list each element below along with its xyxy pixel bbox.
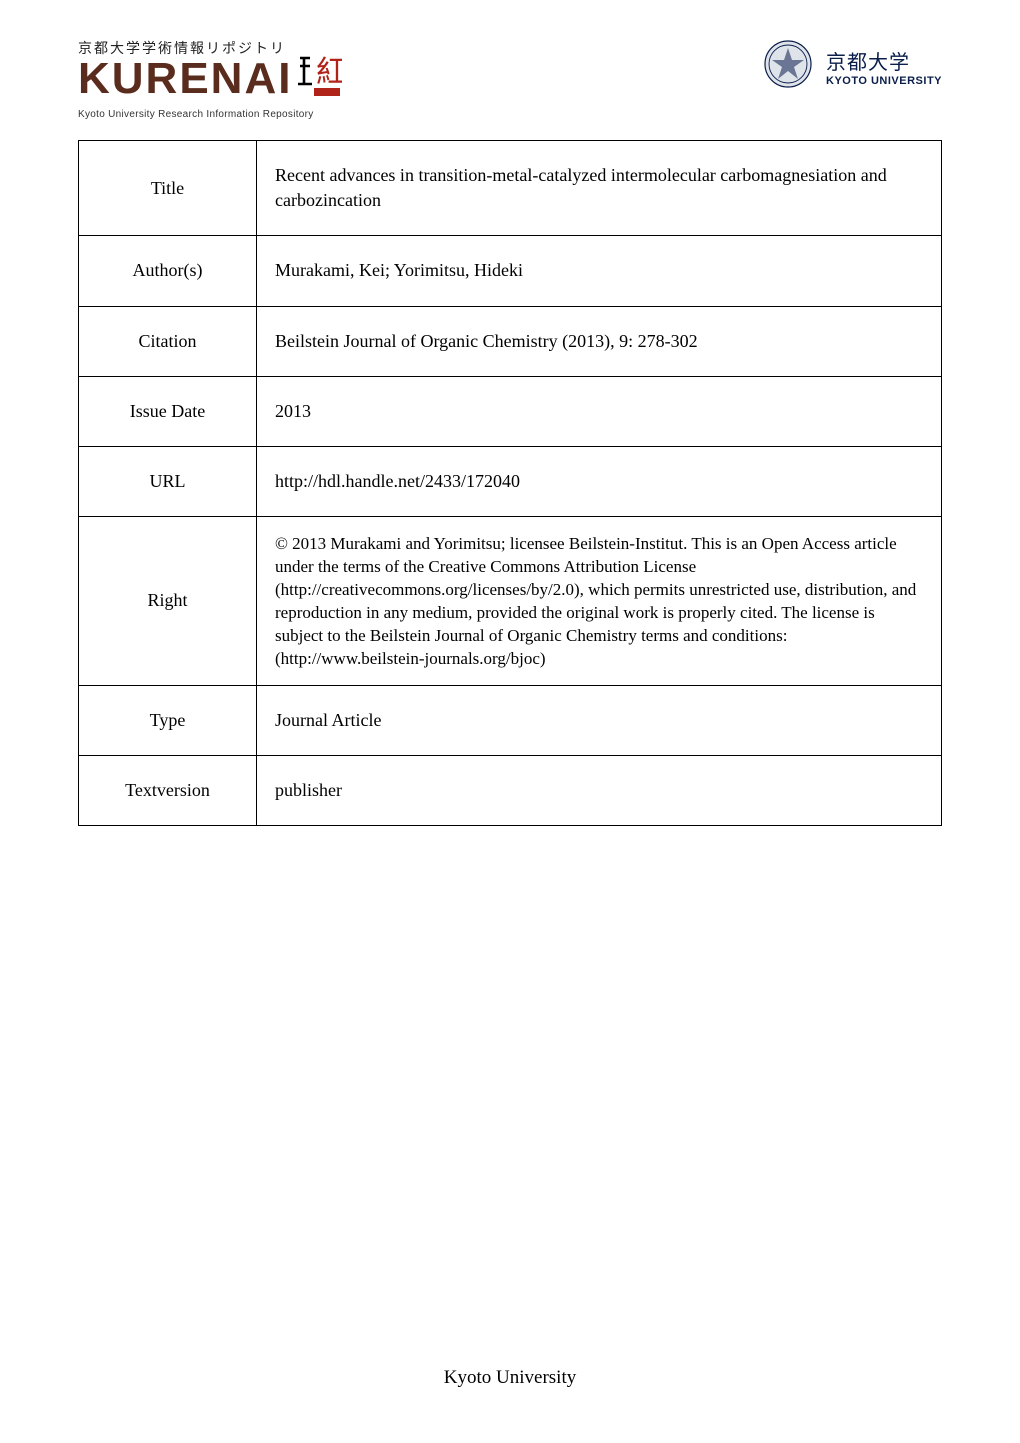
table-row: Issue Date 2013 <box>79 376 942 446</box>
value-title: Recent advances in transition-metal-cata… <box>257 141 942 236</box>
table-row: Type Journal Article <box>79 685 942 755</box>
label-title: Title <box>79 141 257 236</box>
value-url: http://hdl.handle.net/2433/172040 <box>257 446 942 516</box>
table-row: Textversion publisher <box>79 755 942 825</box>
svg-text:紅: 紅 <box>316 56 342 89</box>
kurenai-subline: Kyoto University Research Information Re… <box>78 109 342 120</box>
kyoto-text-block: 京都大学 KYOTO UNIVERSITY <box>826 46 942 87</box>
value-issue-date: 2013 <box>257 376 942 446</box>
kurenai-wordmark: KURENAI <box>78 58 292 100</box>
table-row: Citation Beilstein Journal of Organic Ch… <box>79 306 942 376</box>
kyoto-en: KYOTO UNIVERSITY <box>826 75 942 87</box>
label-author: Author(s) <box>79 236 257 306</box>
label-type: Type <box>79 685 257 755</box>
table-row: Author(s) Murakami, Kei; Yorimitsu, Hide… <box>79 236 942 306</box>
kurenai-wordmark-row: KURENAI 紅 <box>78 58 342 109</box>
value-type: Journal Article <box>257 685 942 755</box>
kyoto-crest-icon <box>762 38 814 95</box>
label-url: URL <box>79 446 257 516</box>
metadata-table: Title Recent advances in transition-meta… <box>78 140 942 826</box>
kurenai-kanji-icon: 紅 <box>296 54 342 105</box>
label-issue-date: Issue Date <box>79 376 257 446</box>
footer-text: Kyoto University <box>0 1367 1020 1389</box>
value-textversion: publisher <box>257 755 942 825</box>
table-row: URL http://hdl.handle.net/2433/172040 <box>79 446 942 516</box>
value-right: © 2013 Murakami and Yorimitsu; licensee … <box>257 517 942 686</box>
kurenai-logo-block: 京都大学学術情報リポジトリ KURENAI 紅 Kyoto University… <box>78 38 342 120</box>
table-row: Title Recent advances in transition-meta… <box>79 141 942 236</box>
label-right: Right <box>79 517 257 686</box>
page-header: 京都大学学術情報リポジトリ KURENAI 紅 Kyoto University… <box>0 0 1020 130</box>
table-row: Right © 2013 Murakami and Yorimitsu; lic… <box>79 517 942 686</box>
kyoto-logo-block: 京都大学 KYOTO UNIVERSITY <box>762 38 942 95</box>
label-textversion: Textversion <box>79 755 257 825</box>
label-citation: Citation <box>79 306 257 376</box>
kyoto-jp: 京都大学 <box>826 46 942 75</box>
value-citation: Beilstein Journal of Organic Chemistry (… <box>257 306 942 376</box>
value-author: Murakami, Kei; Yorimitsu, Hideki <box>257 236 942 306</box>
